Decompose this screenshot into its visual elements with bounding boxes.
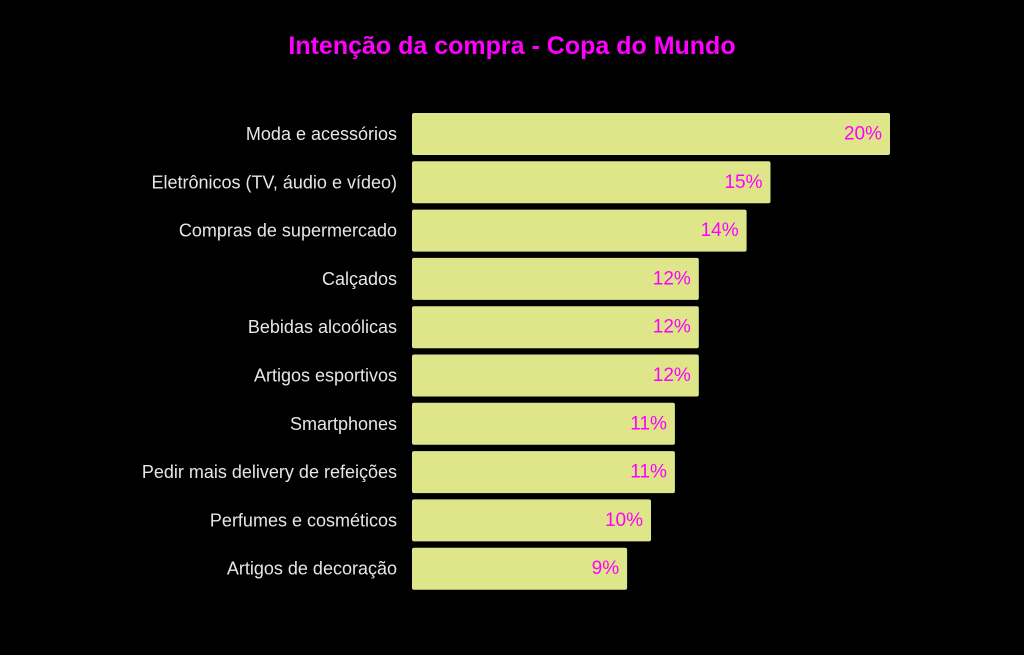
category-label-8: Perfumes e cosméticos xyxy=(210,510,397,530)
bar-1 xyxy=(412,161,771,204)
bar-5 xyxy=(412,354,699,397)
value-label-7: 11% xyxy=(630,462,667,483)
category-label-9: Artigos de decoração xyxy=(227,559,397,579)
category-label-2: Compras de supermercado xyxy=(179,221,397,241)
bar-3 xyxy=(412,257,699,300)
value-label-4: 12% xyxy=(653,317,691,338)
category-label-5: Artigos esportivos xyxy=(254,366,397,386)
value-label-3: 12% xyxy=(653,268,691,289)
bar-4 xyxy=(412,306,699,349)
value-label-0: 20% xyxy=(844,124,882,145)
category-label-3: Calçados xyxy=(322,269,397,289)
value-label-1: 15% xyxy=(724,172,762,193)
bar-8 xyxy=(412,499,651,542)
value-label-9: 9% xyxy=(592,558,620,579)
value-label-2: 14% xyxy=(701,220,739,241)
category-label-6: Smartphones xyxy=(290,414,397,434)
value-label-6: 11% xyxy=(630,413,667,434)
value-label-5: 12% xyxy=(653,365,691,386)
bar-0 xyxy=(412,113,890,155)
value-label-8: 10% xyxy=(605,510,643,531)
category-label-7: Pedir mais delivery de refeições xyxy=(142,462,397,482)
category-label-0: Moda e acessórios xyxy=(246,124,397,144)
bar-6 xyxy=(412,402,675,445)
category-label-4: Bebidas alcoólicas xyxy=(248,317,397,337)
bar-9 xyxy=(412,547,628,590)
category-label-1: Eletrônicos (TV, áudio e vídeo) xyxy=(152,172,397,192)
bar-7 xyxy=(412,451,675,494)
chart-title: Intenção da compra - Copa do Mundo xyxy=(288,32,736,60)
bar-2 xyxy=(412,209,747,252)
